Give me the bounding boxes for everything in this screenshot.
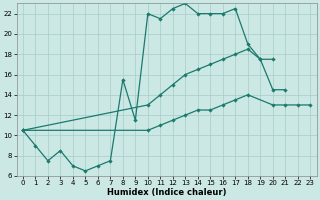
X-axis label: Humidex (Indice chaleur): Humidex (Indice chaleur) (107, 188, 226, 197)
